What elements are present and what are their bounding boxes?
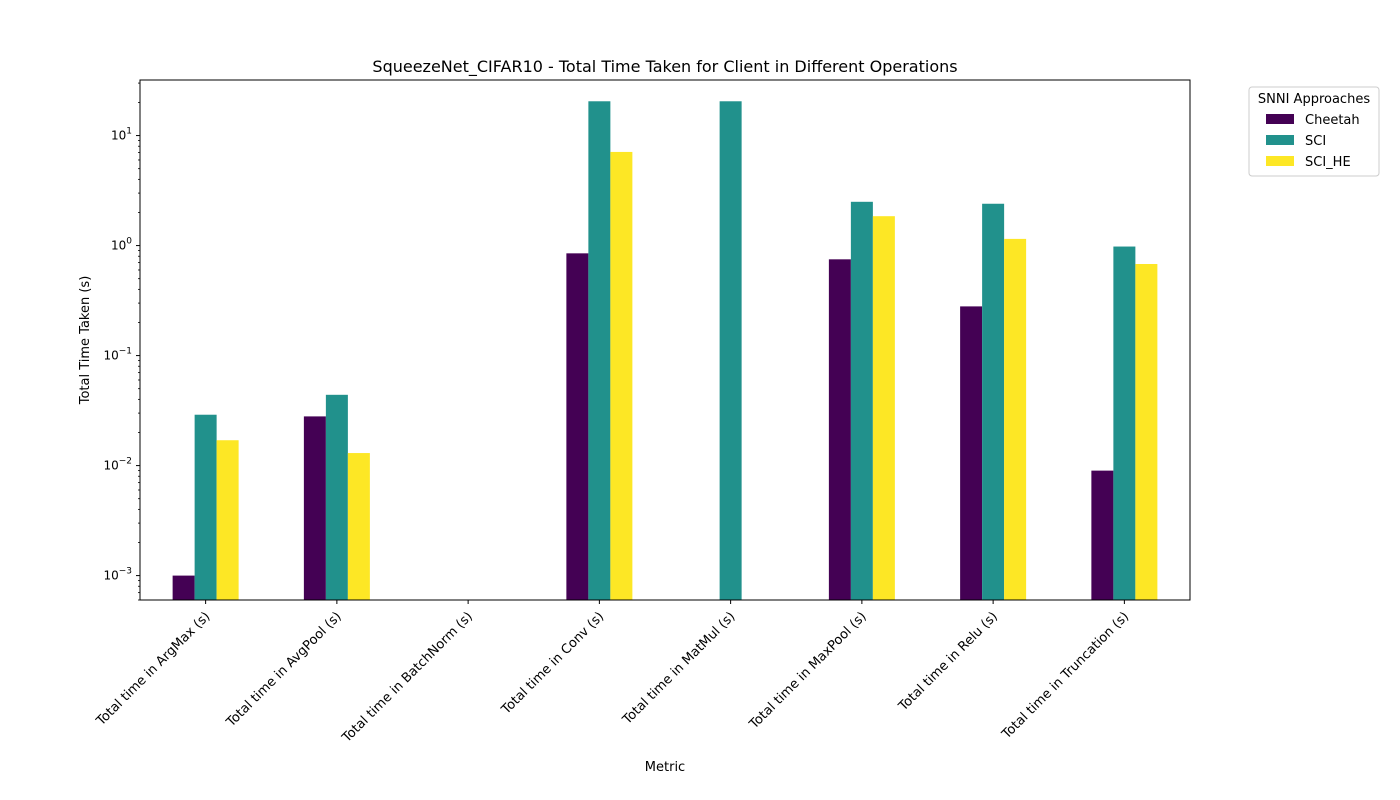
y-tick-label: 10−3 [103, 567, 132, 583]
bar-cheetah-1 [172, 575, 195, 600]
bar-cheetah-4 [566, 253, 589, 601]
y-tick-label: 101 [111, 127, 132, 143]
bar-sci-he-1 [216, 440, 239, 600]
legend: SNNI Approaches Cheetah SCI SCI_HE [1248, 86, 1380, 177]
y-axis-label: Total Time Taken (s) [78, 276, 93, 406]
bar-sci-4 [588, 101, 611, 600]
bar-cheetah-7 [960, 306, 983, 600]
legend-swatch-sci-he [1266, 156, 1294, 166]
x-tick-label: Total time in ArgMax (s) [93, 609, 213, 729]
y-axis: 10−3 10−2 10−1 100 101 [103, 82, 140, 601]
bar-sci-5 [719, 101, 742, 600]
y-tick-label: 100 [111, 237, 132, 253]
bar-sci-he-4 [610, 151, 633, 600]
bar-sci-6 [850, 201, 873, 600]
legend-swatch-cheetah [1266, 114, 1294, 124]
plot-frame [139, 79, 1191, 601]
bar-sci-he-2 [347, 453, 370, 600]
x-tick-label: Total time in Relu (s) [895, 609, 1001, 715]
bar-cheetah-8 [1091, 470, 1114, 600]
bar-sci-he-7 [1004, 238, 1027, 601]
y-tick-label: 10−1 [103, 347, 132, 363]
x-tick-label: Total time in BatchNorm (s) [339, 609, 476, 746]
plot-area [172, 101, 1158, 601]
bar-sci-he-8 [1135, 264, 1158, 600]
legend-title: SNNI Approaches [1258, 92, 1370, 107]
x-tick-label: Total time in AvgPool (s) [223, 609, 345, 731]
legend-label: Cheetah [1305, 113, 1360, 128]
bar-sci-8 [1113, 246, 1136, 601]
legend-swatch-sci [1266, 135, 1294, 145]
legend-frame [1248, 86, 1380, 177]
x-tick-label: Total time in MaxPool (s) [746, 609, 870, 733]
bar-sci-he-6 [872, 216, 895, 601]
x-axis-label: Metric [645, 760, 685, 775]
bar-sci-1 [194, 414, 217, 600]
chart-title: SqueezeNet_CIFAR10 - Total Time Taken fo… [372, 57, 957, 77]
x-tick-label: Total time in Truncation (s) [999, 609, 1133, 743]
legend-label: SCI [1305, 134, 1326, 149]
x-tick-label: Total time in MatMul (s) [619, 609, 738, 728]
x-tick-label: Total time in Conv (s) [498, 609, 607, 718]
bar-cheetah-2 [303, 416, 326, 600]
bar-sci-7 [982, 203, 1005, 600]
x-axis: Total time in ArgMax (s) Total time in Av… [93, 600, 1132, 746]
bar-cheetah-6 [828, 259, 851, 600]
legend-label: SCI_HE [1305, 155, 1351, 170]
y-tick-label: 10−2 [103, 457, 132, 473]
bar-sci-2 [325, 394, 348, 600]
